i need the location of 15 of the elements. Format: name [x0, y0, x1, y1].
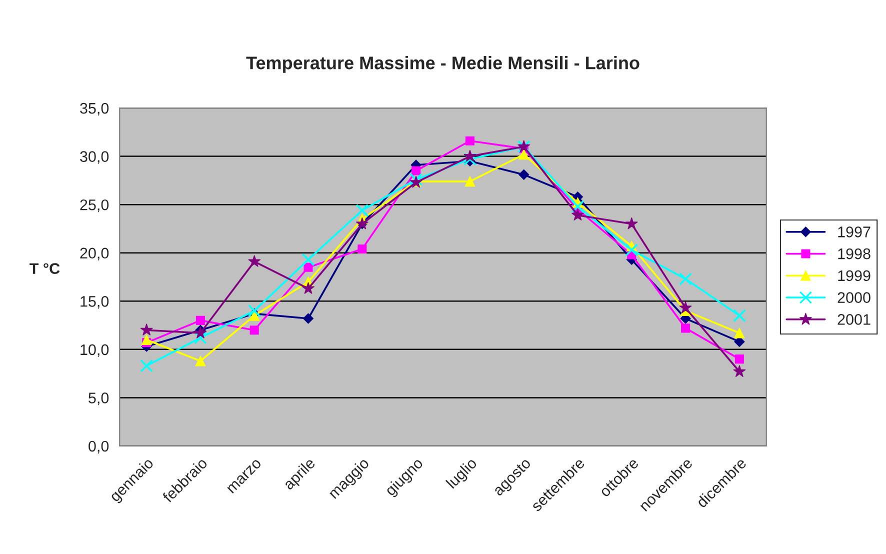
- legend-label: 1999: [838, 270, 870, 282]
- legend-label: 2001: [838, 314, 870, 325]
- y-tick-label: 35,0: [80, 102, 109, 116]
- y-tick-label: 25,0: [80, 199, 109, 212]
- legend-label: 2000: [838, 292, 870, 303]
- y-tick-label: 10,0: [80, 344, 109, 357]
- y-tick-label: 30,0: [80, 151, 109, 164]
- chart-title: Temperature Massime - Medie Mensili - Larino: [246, 56, 640, 73]
- y-axis-title: T °C: [30, 263, 60, 274]
- y-tick-label: 20,0: [80, 248, 109, 260]
- y-tick-label: 5,0: [88, 392, 109, 406]
- legend-label: 1998: [838, 248, 870, 260]
- legend-label: 1997: [838, 226, 870, 238]
- y-tick-label: 0,0: [88, 440, 109, 454]
- y-tick-label: 15,0: [80, 296, 109, 309]
